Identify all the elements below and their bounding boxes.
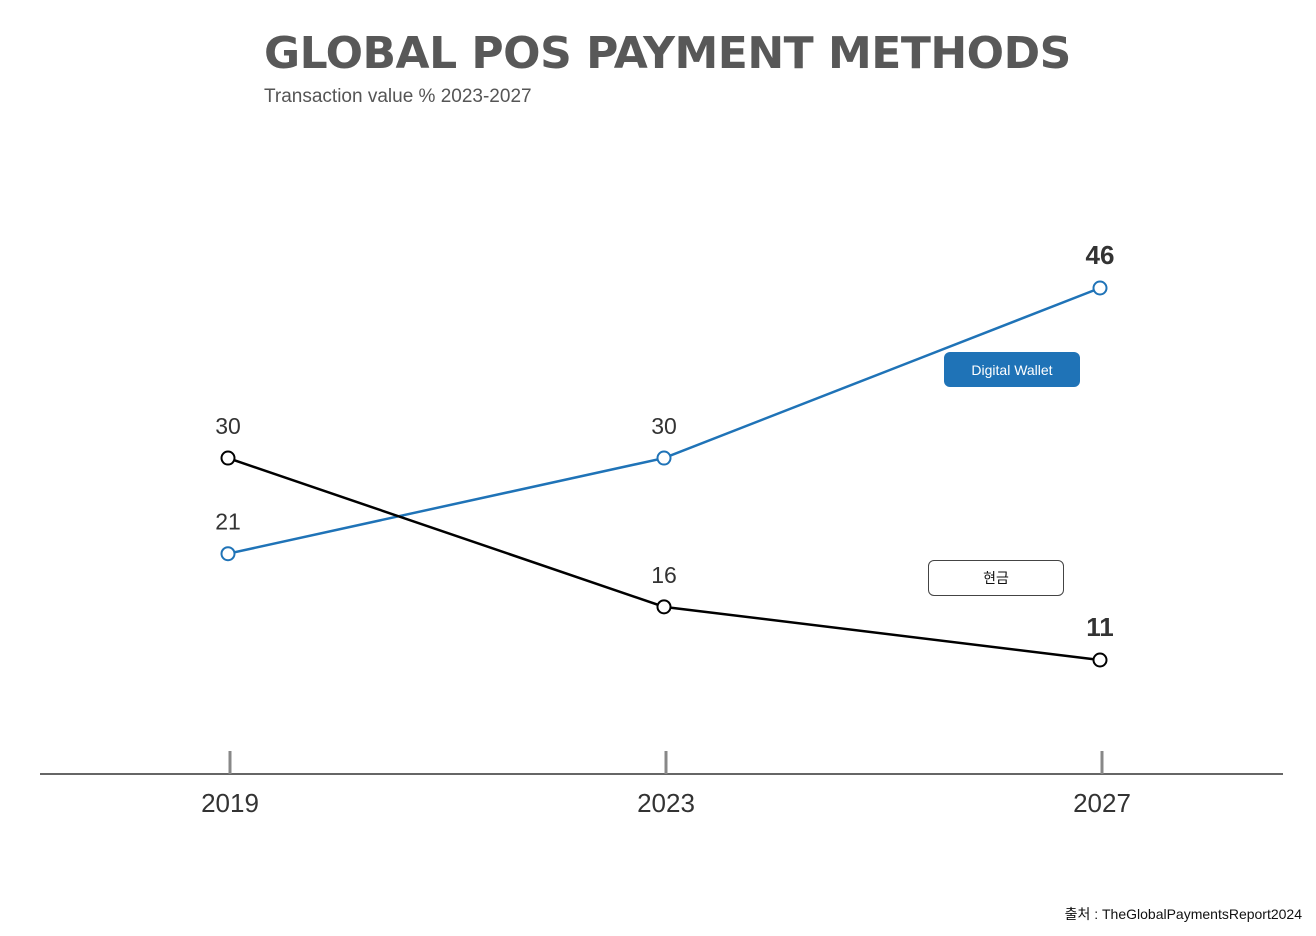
point-digital_wallet-2027 (1092, 280, 1108, 296)
point-cash-2019 (220, 450, 236, 466)
legend-cash: 현금 (928, 560, 1064, 596)
x-tick-label-2023: 2023 (637, 788, 695, 818)
data-label-cash-2027: 11 (1086, 612, 1114, 642)
data-label-digital_wallet-2019: 21 (215, 509, 241, 535)
chart-title: GLOBAL POS PAYMENT METHODS (264, 28, 1071, 79)
point-digital_wallet-2019 (220, 546, 236, 562)
point-cash-2023 (656, 599, 672, 615)
point-digital_wallet-2023 (656, 450, 672, 466)
data-label-digital_wallet-2023: 30 (651, 413, 677, 439)
source-note: 출처 : TheGlobalPaymentsReport2024 (1064, 906, 1302, 922)
point-cash-2027 (1092, 652, 1108, 668)
data-label-cash-2023: 16 (651, 562, 677, 588)
x-tick-label-2019: 2019 (201, 788, 259, 818)
data-label-digital_wallet-2027: 46 (1086, 240, 1115, 270)
data-label-cash-2019: 30 (215, 413, 241, 439)
chart-subtitle: Transaction value % 2023-2027 (264, 86, 532, 107)
x-tick-label-2027: 2027 (1073, 788, 1131, 818)
legend-digital-wallet: Digital Wallet (944, 352, 1080, 387)
